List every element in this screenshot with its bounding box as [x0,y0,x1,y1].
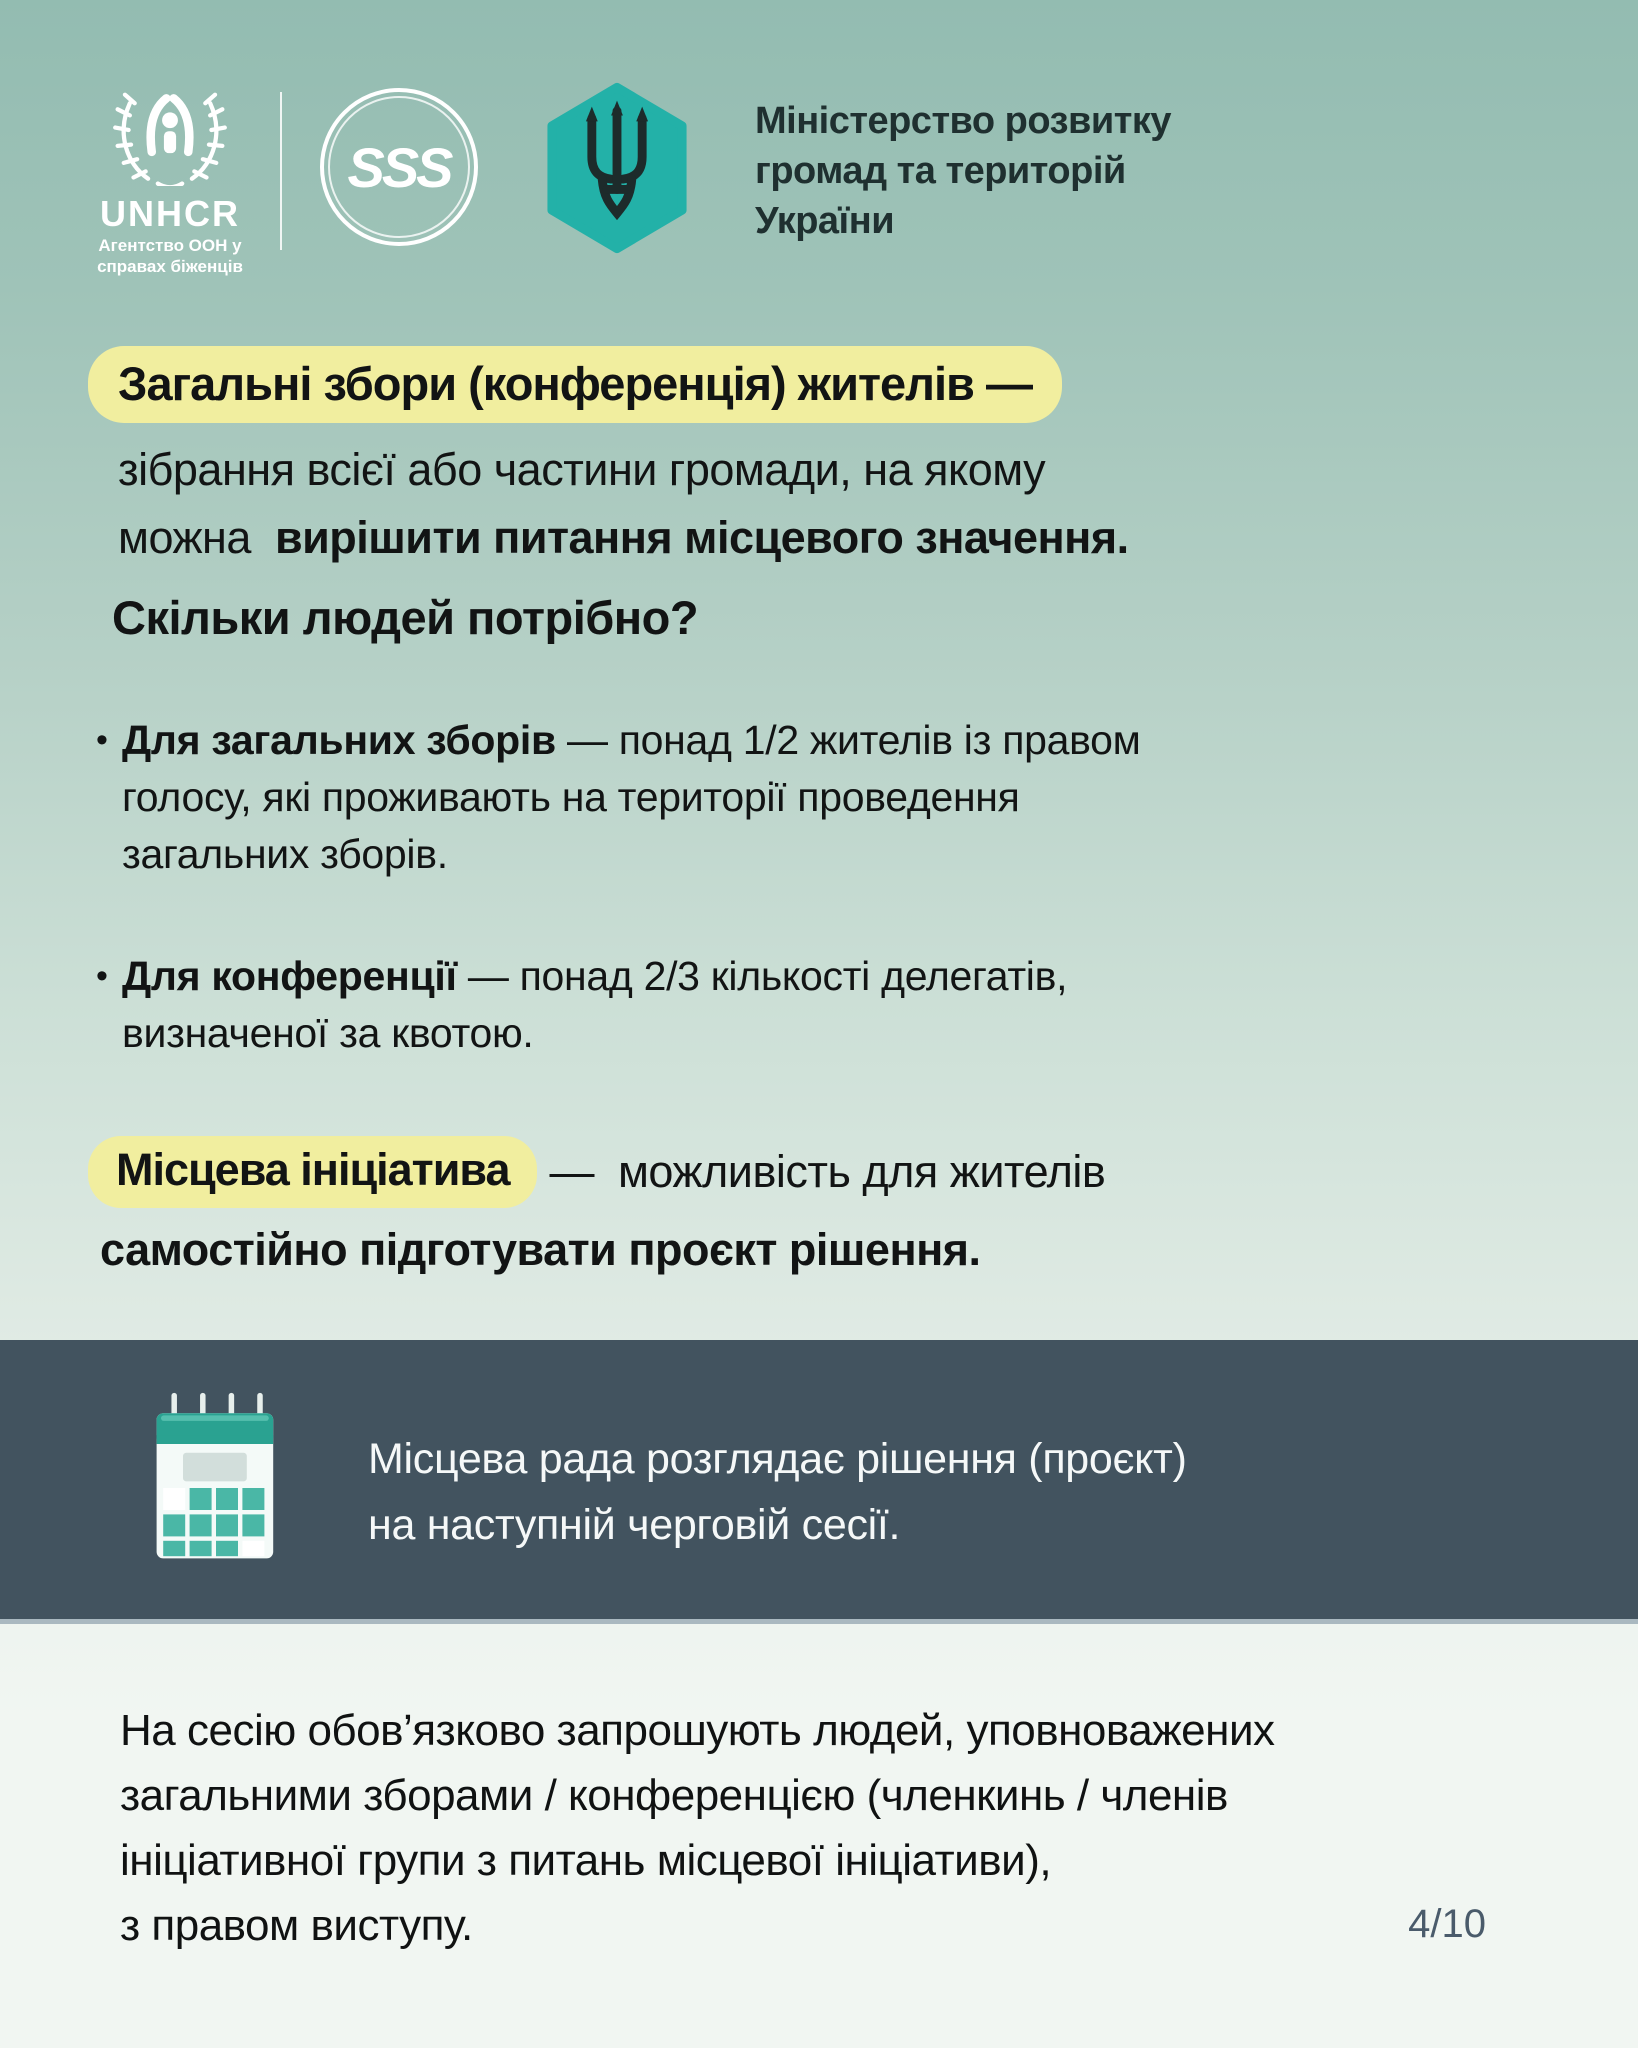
general-meeting-definition: зібрання всієї або частини громади, на я… [118,436,1129,572]
bullet1-line3: загальних зборів. [122,831,448,877]
definition-line1: зібрання всієї або частини громади, на я… [118,444,1046,495]
bullet1-line2: голосу, які проживають на території пров… [122,774,1020,820]
unhcr-tagline-line1: Агентство ООН у [98,236,242,255]
banner-text: Місцева рада розглядає рішення (проєкт) … [368,1426,1187,1558]
bullet1-line1-rest: — понад 1/2 жителів із правом [555,717,1141,763]
page-number: 4/10 [1408,1902,1486,1946]
bullet1-line1: Для загальних зборів — понад 1/2 жителів… [122,712,1141,769]
bullet2-line1-rest: — понад 2/3 кількості делегатів, [456,953,1068,999]
bullet-conference: • Для конференції — понад 2/3 кількості … [96,948,1067,1062]
banner-line1: Місцева рада розглядає рішення (проєкт) [368,1435,1187,1483]
definition-line2: можна вирішити питання місцевого значенн… [118,504,1129,572]
ministry-name-line3: України [755,200,895,242]
banner-line2: на наступній черговій сесії. [368,1501,901,1549]
unhcr-tagline-line2: справах біженців [97,257,243,276]
sss-circle-logo-icon: SSS [320,88,478,246]
unhcr-emblem-icon [95,92,245,190]
highlight-general-meeting: Загальні збори (конференція) жителів — [88,346,1063,423]
local-initiative-rest: — можливість для жителів [537,1146,1106,1197]
ministry-name: Міністерство розвитку громад та територі… [755,96,1171,246]
bullet2-line1: Для конференції — понад 2/3 кількості де… [122,948,1067,1005]
session-banner: Місцева рада розглядає рішення (проєкт) … [0,1340,1638,1624]
definition-line2-bold: вирішити питання місцевого значення. [262,512,1129,563]
how-many-people-heading: Скільки людей потрібно? [112,591,699,644]
highlight-local-initiative: Місцева ініціатива [88,1136,538,1208]
local-initiative-line1: Місцева ініціатива — можливість для жите… [88,1136,1106,1208]
footer-line4: з правом виступу. [120,1901,473,1950]
header-divider [280,92,282,250]
bullet-general-meeting: • Для загальних зборів — понад 1/2 жител… [96,712,1141,883]
local-initiative-line2: самостійно підготувати проєкт рішення. [100,1224,981,1275]
unhcr-logo: UNHCR Агентство ООН у справах біженців [70,74,270,277]
footer-line2: загальними зборами / конференцією (членк… [120,1771,1228,1820]
bullet1-bold: Для загальних зборів [122,717,556,763]
ministry-name-line1: Міністерство розвитку [755,100,1171,142]
footer-line1: На сесію обов’язково запрошують людей, у… [120,1706,1275,1755]
definition-line2-regular: можна [118,512,263,563]
footer-line3: ініціативної групи з питань місцевої іні… [120,1836,1052,1885]
ministry-name-line2: громад та територій [755,150,1126,192]
bullet-marker: • [96,957,108,995]
footer-paragraph: На сесію обов’язково запрошують людей, у… [120,1698,1275,1958]
sss-inner-ring [328,96,470,238]
bullet-marker: • [96,721,108,759]
calendar-icon [150,1388,282,1571]
unhcr-wordmark: UNHCR [100,193,240,234]
ukraine-trident-icon [543,82,691,259]
bullet2-bold: Для конференції [122,953,457,999]
bullet2-line2: визначеної за квотою. [122,1010,534,1056]
